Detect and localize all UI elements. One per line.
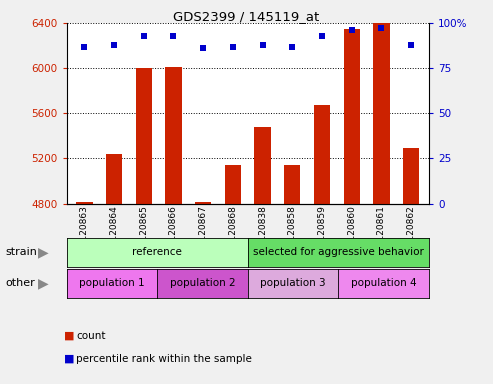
Bar — [136, 68, 152, 204]
Bar — [314, 105, 330, 204]
Text: ▶: ▶ — [38, 276, 49, 290]
Bar — [76, 202, 93, 204]
Text: population 2: population 2 — [170, 278, 235, 288]
Point — [140, 33, 148, 39]
Bar — [254, 127, 271, 204]
Text: population 1: population 1 — [79, 278, 144, 288]
Text: population 3: population 3 — [260, 278, 326, 288]
Bar — [165, 67, 181, 204]
Point — [170, 33, 177, 39]
Bar — [106, 154, 122, 204]
Bar — [225, 165, 241, 204]
Bar — [344, 29, 360, 204]
Bar — [403, 148, 419, 204]
Point — [407, 41, 415, 48]
Text: count: count — [76, 331, 106, 341]
Text: ■: ■ — [64, 354, 74, 364]
Point — [229, 43, 237, 50]
Point — [259, 41, 267, 48]
Text: reference: reference — [132, 247, 182, 258]
Point — [348, 27, 355, 33]
Text: percentile rank within the sample: percentile rank within the sample — [76, 354, 252, 364]
Text: selected for aggressive behavior: selected for aggressive behavior — [253, 247, 424, 258]
Text: ■: ■ — [64, 331, 74, 341]
Point — [318, 33, 326, 39]
Point — [110, 41, 118, 48]
Text: other: other — [5, 278, 35, 288]
Text: ▶: ▶ — [38, 245, 49, 260]
Point — [199, 45, 207, 51]
Point — [80, 43, 88, 50]
Text: population 4: population 4 — [351, 278, 417, 288]
Point — [288, 43, 296, 50]
Bar — [373, 23, 389, 204]
Text: GDS2399 / 145119_at: GDS2399 / 145119_at — [174, 10, 319, 23]
Bar — [195, 202, 211, 204]
Bar — [284, 165, 300, 204]
Point — [378, 25, 386, 31]
Text: strain: strain — [5, 247, 37, 258]
